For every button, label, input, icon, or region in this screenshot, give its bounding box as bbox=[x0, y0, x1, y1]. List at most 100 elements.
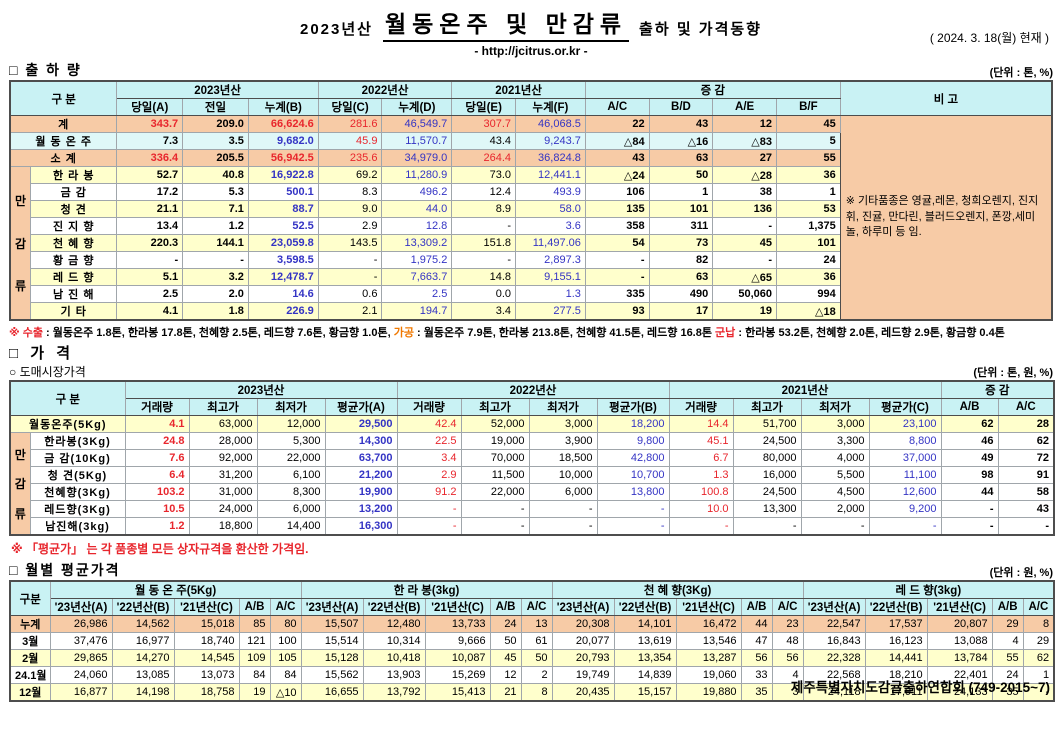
data-cell: 500.1 bbox=[247, 183, 319, 201]
data-cell: 14,400 bbox=[256, 517, 326, 536]
column-header: A/B bbox=[238, 598, 271, 616]
data-cell: 15,128 bbox=[300, 649, 364, 667]
data-cell: 56 bbox=[771, 649, 804, 667]
data-cell: 8,300 bbox=[256, 483, 326, 501]
data-cell: 31,000 bbox=[188, 483, 258, 501]
column-header: A/C bbox=[520, 598, 553, 616]
row-label: 소 계 bbox=[9, 149, 118, 167]
data-cell: 14.6 bbox=[247, 285, 319, 303]
data-cell: 2,897.3 bbox=[515, 251, 586, 269]
data-cell: 22,547 bbox=[802, 615, 866, 633]
data-cell: 1.8 bbox=[182, 302, 249, 321]
data-cell: - bbox=[116, 251, 184, 269]
data-cell: 73.0 bbox=[451, 166, 517, 184]
data-cell: 58 bbox=[997, 483, 1055, 501]
data-cell: 19 bbox=[238, 683, 271, 702]
data-cell: 1.3 bbox=[668, 466, 734, 484]
row-label: 진 지 향 bbox=[30, 217, 118, 235]
column-header: 구분 bbox=[9, 580, 51, 616]
data-cell: 14,270 bbox=[111, 649, 175, 667]
data-cell: 20,807 bbox=[926, 615, 993, 633]
data-cell: △18 bbox=[775, 302, 841, 321]
data-cell: - bbox=[712, 251, 777, 269]
data-cell: 13.4 bbox=[116, 217, 184, 235]
column-header: '23년산(A) bbox=[551, 598, 615, 616]
data-cell: 84 bbox=[238, 666, 271, 684]
data-cell: 11,497.06 bbox=[515, 234, 586, 252]
column-header: 거래량 bbox=[396, 398, 462, 416]
data-cell: 27 bbox=[712, 149, 777, 167]
data-cell: 9,200 bbox=[868, 500, 942, 518]
data-cell: 88.7 bbox=[247, 200, 319, 218]
data-cell: 4.1 bbox=[116, 302, 184, 321]
data-cell: 9,682.0 bbox=[247, 132, 319, 150]
data-cell: - bbox=[528, 517, 598, 536]
column-header: B/D bbox=[648, 98, 714, 116]
data-cell: 8 bbox=[1022, 615, 1055, 633]
data-cell: 45.1 bbox=[668, 432, 734, 450]
data-cell: 42,800 bbox=[596, 449, 670, 467]
data-cell: 46,549.7 bbox=[381, 115, 453, 133]
data-cell: 52.5 bbox=[247, 217, 319, 235]
data-cell: 84 bbox=[269, 666, 302, 684]
footnote-text: : 월동온주 1.8톤, 한라봉 17.8톤, 천혜향 2.5톤, 레드향 7.… bbox=[43, 327, 394, 339]
data-cell: 19,900 bbox=[324, 483, 398, 501]
data-cell: 43 bbox=[997, 500, 1055, 518]
data-cell: - bbox=[317, 268, 383, 286]
data-cell: 15,507 bbox=[300, 615, 364, 633]
data-cell: 46 bbox=[940, 432, 999, 450]
monthly-average-price-table: 구분 월 동 온 주(5Kg) 한 라 봉(3kg) 천 혜 향(3Kg) 레 드 향(… bbox=[9, 580, 1056, 702]
column-header: 천 혜 향(3Kg) bbox=[551, 580, 804, 599]
data-cell: 11,500 bbox=[460, 466, 530, 484]
column-header: '21년산(C) bbox=[424, 598, 491, 616]
column-header: '22년산(B) bbox=[864, 598, 928, 616]
column-header: A/B bbox=[991, 598, 1024, 616]
row-label: 계 bbox=[9, 115, 118, 133]
table-row: 월동온주(5Kg) 4.1 63,000 12,000 29,500 42.4 52,000… bbox=[9, 415, 1055, 433]
data-cell: 2,000 bbox=[800, 500, 870, 518]
data-cell: 49 bbox=[940, 449, 999, 467]
data-cell: 14.8 bbox=[451, 268, 517, 286]
price-unit-note: (단위 : 톤, 원, %) bbox=[973, 367, 1053, 379]
data-cell: 8.9 bbox=[451, 200, 517, 218]
table-row: 천혜향(3Kg) 103.2 31,000 8,300 19,900 91.2 22,000… bbox=[10, 483, 1055, 501]
data-cell: 80,000 bbox=[732, 449, 802, 467]
data-cell: 36 bbox=[775, 166, 841, 184]
data-cell: 8,800 bbox=[868, 432, 942, 450]
data-cell: 40.8 bbox=[182, 166, 249, 184]
data-cell: 11,100 bbox=[868, 466, 942, 484]
row-label: 천혜향(3Kg) bbox=[29, 483, 126, 501]
column-header: 당일(C) bbox=[317, 98, 383, 116]
data-cell: 101 bbox=[648, 200, 714, 218]
data-cell: - bbox=[584, 268, 650, 286]
data-cell: 3,300 bbox=[800, 432, 870, 450]
data-cell: 5.1 bbox=[116, 268, 184, 286]
data-cell: 3,900 bbox=[528, 432, 598, 450]
data-cell: 46,068.5 bbox=[515, 115, 586, 133]
data-cell: 151.8 bbox=[451, 234, 517, 252]
column-header: 당일(A) bbox=[116, 98, 184, 116]
data-cell: 226.9 bbox=[247, 302, 319, 321]
column-header: 평균가(A) bbox=[324, 398, 398, 416]
column-header: 최고가 bbox=[460, 398, 530, 416]
data-cell: 10.0 bbox=[668, 500, 734, 518]
data-cell: 2.9 bbox=[317, 217, 383, 235]
row-label: 청 견(5Kg) bbox=[29, 466, 126, 484]
column-header: 구 분 bbox=[9, 80, 118, 116]
data-cell: 63,000 bbox=[188, 415, 258, 433]
table-row: 12월 16,877 14,198 18,758 19 △10 16,655 13,792 15… bbox=[9, 683, 1055, 702]
data-cell: 22,000 bbox=[256, 449, 326, 467]
column-header: 누계(D) bbox=[381, 98, 453, 116]
data-cell: 3,000 bbox=[528, 415, 598, 433]
data-cell: 70,000 bbox=[460, 449, 530, 467]
data-cell: 22,568 bbox=[802, 666, 866, 684]
data-cell: 54 bbox=[584, 234, 650, 252]
data-cell: 38 bbox=[712, 183, 777, 201]
monthly-heading: □ 월별 평균가격 bbox=[9, 562, 121, 578]
data-cell: 194.7 bbox=[381, 302, 453, 321]
data-cell: 4 bbox=[771, 666, 804, 684]
column-header: 2023년산 bbox=[124, 380, 398, 399]
source-url-link[interactable]: - http://jcitrus.or.kr - bbox=[474, 44, 588, 58]
data-cell: 26,986 bbox=[49, 615, 113, 633]
